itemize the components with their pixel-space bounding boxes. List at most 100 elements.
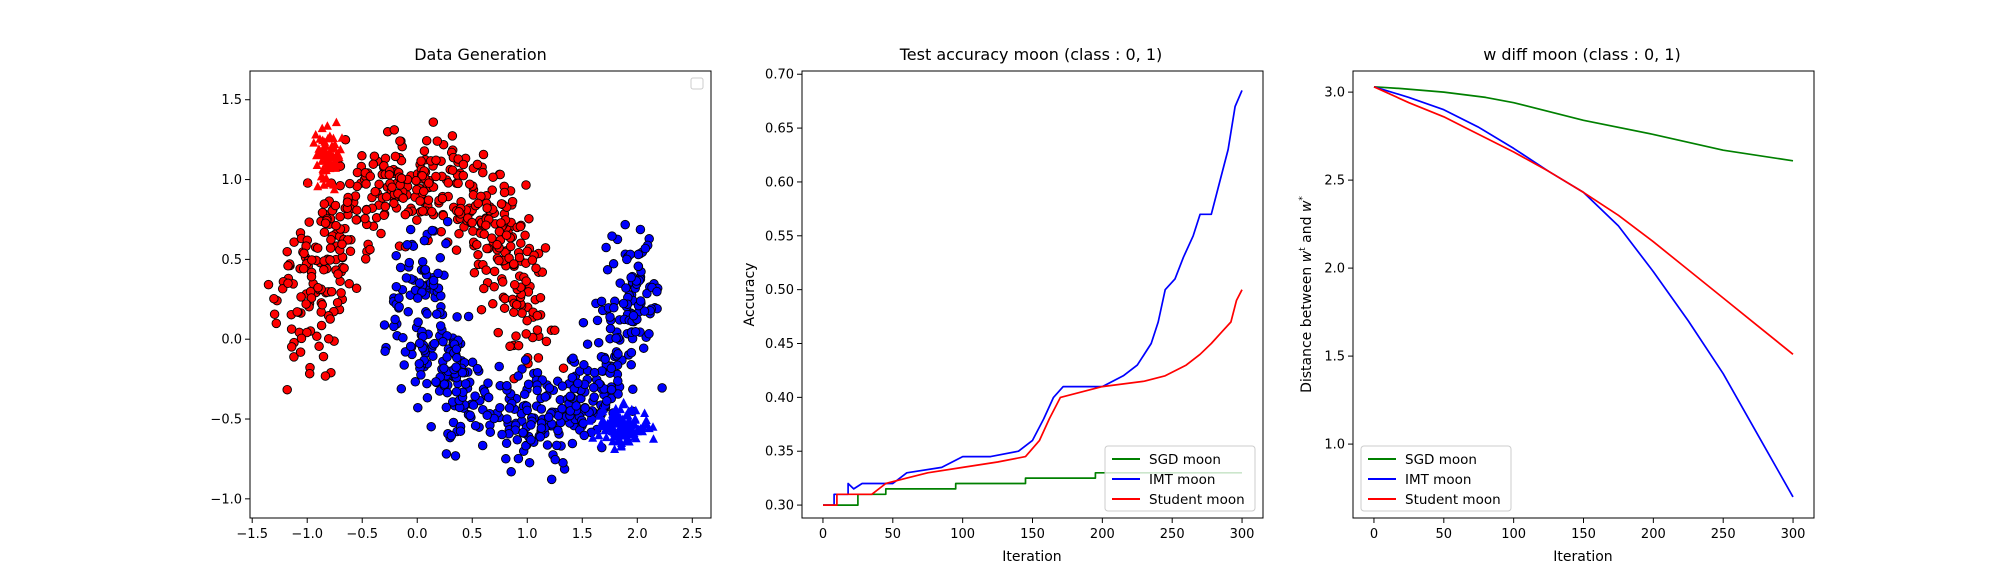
scatter-point [320, 218, 331, 228]
scatter-point [657, 383, 667, 393]
scatter-point [458, 170, 469, 181]
scatter-point [580, 403, 590, 413]
series-line-sgd-moon [1373, 85, 1794, 162]
scatter-point [289, 352, 299, 362]
scatter-point [509, 279, 520, 290]
scatter-point [320, 371, 331, 381]
scatter-point [402, 240, 412, 250]
scatter-point [521, 329, 531, 339]
scatter-point [509, 259, 519, 269]
scatter-point [431, 171, 441, 182]
scatter-point [426, 421, 436, 432]
scatter-point [532, 385, 542, 396]
scatter-point [416, 370, 426, 380]
panel3-x-ticks: 0 50 100 150 200 250 300 [1370, 518, 1806, 542]
panel1-x-ticks: −1.5 −1.0 −0.5 0.0 0.5 1.0 1.5 2.0 2.5 [236, 518, 703, 542]
x-tick-label: 150 [1020, 527, 1045, 542]
scatter-point [351, 283, 362, 294]
scatter-point [352, 205, 362, 215]
scatter-point [613, 389, 623, 399]
scatter-point [404, 257, 415, 268]
class-0-points [263, 117, 569, 395]
panel2-x-axis-label: Iteration [1002, 549, 1061, 565]
scatter-point [286, 342, 297, 352]
panel2-plot-area [802, 71, 1263, 518]
scatter-point [638, 343, 649, 353]
series-line-student-moon [823, 289, 1243, 506]
scatter-point [421, 135, 432, 146]
panel2-y-ticks: 0.30 0.35 0.40 0.45 0.50 0.55 0.60 0.65 0.70 [765, 68, 802, 514]
panel3-y-ticks: 1.0 1.5 2.0 2.5 3.0 [1324, 86, 1353, 453]
scatter-triangle [329, 153, 338, 162]
scatter-point [482, 410, 492, 421]
scatter-point [620, 219, 630, 230]
scatter-point [606, 384, 617, 395]
scatter-point [628, 384, 638, 395]
scatter-point [389, 125, 400, 135]
scatter-point [401, 273, 412, 283]
x-tick-label: 300 [1781, 527, 1806, 542]
scatter-triangle [598, 406, 608, 416]
y-tick-label: 0.55 [765, 229, 794, 244]
scatter-point [413, 317, 423, 327]
x-tick-label: −1.5 [236, 527, 268, 542]
scatter-point [522, 315, 532, 326]
scatter-point [606, 363, 617, 374]
scatter-point [553, 425, 563, 436]
scatter-point [435, 321, 446, 331]
scatter-point [427, 225, 437, 236]
scatter-point [571, 401, 581, 411]
scatter-point [395, 262, 406, 273]
scatter-point [535, 292, 546, 303]
scatter-point [361, 205, 372, 215]
scatter-point [565, 391, 575, 402]
scatter-point [369, 151, 380, 161]
scatter-point [302, 327, 312, 338]
panel1-frame [249, 70, 712, 519]
scatter-point [345, 246, 356, 257]
scatter-point [325, 314, 335, 324]
panel2-title: Test accuracy moon (class : 0, 1) [899, 45, 1163, 64]
scatter-point [380, 201, 391, 212]
scatter-point [573, 378, 583, 389]
scatter-triangle [320, 146, 330, 156]
scatter-point [317, 300, 328, 310]
scatter-point [602, 265, 613, 275]
scatter-point [396, 173, 407, 184]
scatter-point [477, 440, 488, 451]
scatter-point [447, 165, 458, 175]
scatter-point [441, 402, 452, 413]
panel3-legend: SGD moon IMT moon Student moon [1360, 445, 1512, 512]
panel2-series-lines [823, 90, 1243, 506]
scatter-point [472, 159, 483, 170]
scatter-point [501, 438, 512, 449]
scatter-point [292, 307, 302, 317]
scatter-point [550, 454, 560, 465]
scatter-triangle [322, 121, 332, 130]
scatter-point [550, 325, 560, 336]
scatter-point [488, 172, 498, 182]
scatter-triangle [608, 408, 618, 418]
y-tick-label: 0.50 [765, 283, 794, 298]
scatter-point [511, 331, 521, 341]
scatter-triangle [627, 404, 637, 414]
scatter-point [482, 203, 492, 213]
scatter-point [524, 457, 535, 468]
y-tick-label: 0.45 [765, 337, 794, 352]
scatter-point [351, 215, 362, 225]
scatter-point [429, 338, 440, 349]
scatter-point [626, 272, 636, 283]
scatter-triangle [337, 133, 347, 142]
scatter-point [418, 186, 429, 197]
panel-w-diff: w diff moon (class : 0, 1) 0 50 100 150 200 2… [1298, 45, 1815, 565]
scatter-point [312, 243, 323, 253]
scatter-point [286, 324, 297, 334]
scatter-point [489, 266, 500, 277]
panel2-x-ticks: 0 50 100 150 200 250 300 [819, 518, 1254, 542]
scatter-point [428, 117, 439, 127]
scatter-point [542, 440, 553, 450]
scatter-point [476, 304, 487, 315]
panel3-x-axis-label: Iteration [1553, 549, 1612, 565]
scatter-point [380, 346, 390, 357]
scatter-point [379, 320, 390, 330]
